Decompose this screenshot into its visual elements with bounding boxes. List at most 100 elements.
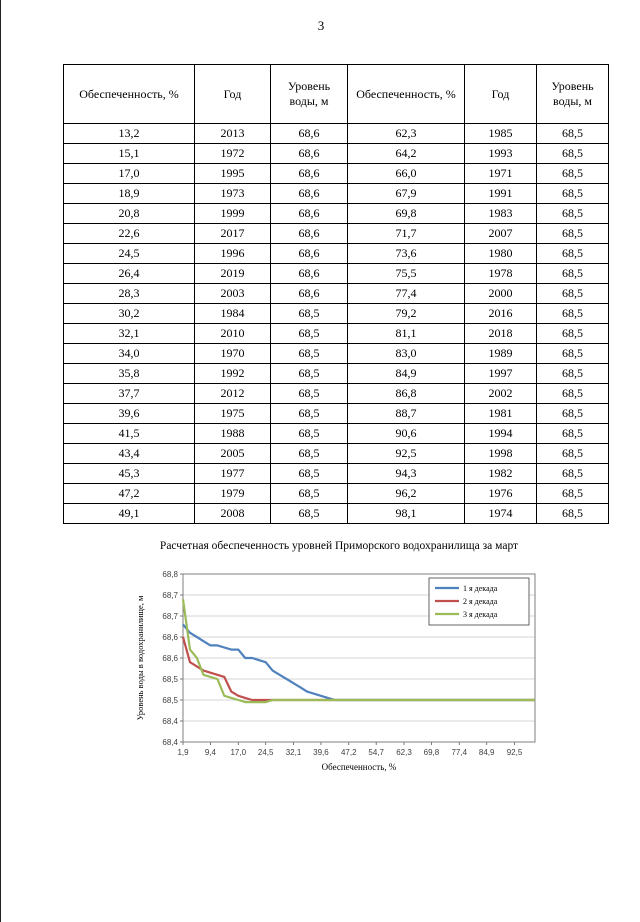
table-cell: 68,5 bbox=[536, 283, 609, 304]
table-row: 41,5 1988 68,5 90,6 1994 68,5 bbox=[63, 423, 609, 444]
table-cell: 68,6 bbox=[270, 123, 348, 144]
table-cell: 67,9 bbox=[347, 183, 465, 204]
table-cell: 26,4 bbox=[63, 263, 195, 284]
table-row: 17,0 1995 68,6 66,0 1971 68,5 bbox=[63, 163, 609, 184]
column-header: Год bbox=[194, 64, 271, 124]
table-cell: 2008 bbox=[194, 503, 271, 524]
table-cell: 68,5 bbox=[536, 443, 609, 464]
y-tick-label: 68,7 bbox=[162, 591, 178, 600]
table-cell: 68,5 bbox=[536, 343, 609, 364]
y-axis-label: Уровень воды в водохранилище, м bbox=[135, 595, 145, 720]
table-cell: 83,0 bbox=[347, 343, 465, 364]
table-cell: 1994 bbox=[464, 423, 537, 444]
table-cell: 68,5 bbox=[536, 123, 609, 144]
table-cell: 18,9 bbox=[63, 183, 195, 204]
table-cell: 81,1 bbox=[347, 323, 465, 344]
y-tick-label: 68,4 bbox=[162, 738, 178, 747]
table-row: 22,6 2017 68,6 71,7 2007 68,5 bbox=[63, 223, 609, 244]
table-cell: 66,0 bbox=[347, 163, 465, 184]
x-tick-label: 54,7 bbox=[368, 748, 384, 757]
table-cell: 71,7 bbox=[347, 223, 465, 244]
table-cell: 77,4 bbox=[347, 283, 465, 304]
table-cell: 92,5 bbox=[347, 443, 465, 464]
table-cell: 1991 bbox=[464, 183, 537, 204]
table-cell: 68,5 bbox=[536, 423, 609, 444]
table-cell: 2003 bbox=[194, 283, 271, 304]
table-cell: 68,5 bbox=[536, 383, 609, 404]
table-cell: 39,6 bbox=[63, 403, 195, 424]
table-row: 49,1 2008 68,5 98,1 1974 68,5 bbox=[63, 503, 609, 524]
x-tick-label: 84,9 bbox=[479, 748, 495, 757]
table-cell: 68,6 bbox=[270, 163, 348, 184]
x-tick-label: 62,3 bbox=[396, 748, 412, 757]
table-row: 45,3 1977 68,5 94,3 1982 68,5 bbox=[63, 463, 609, 484]
table-row: 15,1 1972 68,6 64,2 1993 68,5 bbox=[63, 143, 609, 164]
table-cell: 68,5 bbox=[270, 383, 348, 404]
table-cell: 1992 bbox=[194, 363, 271, 384]
y-tick-label: 68,4 bbox=[162, 717, 178, 726]
table-cell: 2010 bbox=[194, 323, 271, 344]
table-cell: 43,4 bbox=[63, 443, 195, 464]
table-header-row: Обеспеченность, % Год Уровень воды, м Обесп… bbox=[63, 64, 609, 124]
table-cell: 68,6 bbox=[270, 143, 348, 164]
table-cell: 22,6 bbox=[63, 223, 195, 244]
table-cell: 1980 bbox=[464, 243, 537, 264]
table-cell: 68,5 bbox=[536, 483, 609, 504]
table-cell: 62,3 bbox=[347, 123, 465, 144]
table-cell: 2005 bbox=[194, 443, 271, 464]
chart-title: Расчетная обеспеченность уровней Приморс… bbox=[159, 540, 519, 552]
table-row: 32,1 2010 68,5 81,1 2018 68,5 bbox=[63, 323, 609, 344]
table-cell: 1998 bbox=[464, 443, 537, 464]
table-cell: 1973 bbox=[194, 183, 271, 204]
y-tick-label: 68,6 bbox=[162, 633, 178, 642]
table-cell: 1985 bbox=[464, 123, 537, 144]
table-cell: 1988 bbox=[194, 423, 271, 444]
table-cell: 68,6 bbox=[270, 243, 348, 264]
table-cell: 68,5 bbox=[536, 183, 609, 204]
table-row: 24,5 1996 68,6 73,6 1980 68,5 bbox=[63, 243, 609, 264]
table-cell: 1997 bbox=[464, 363, 537, 384]
table-cell: 68,5 bbox=[536, 223, 609, 244]
table-cell: 1989 bbox=[464, 343, 537, 364]
table-cell: 20,8 bbox=[63, 203, 195, 224]
table-cell: 1983 bbox=[464, 203, 537, 224]
table-cell: 68,6 bbox=[270, 263, 348, 284]
line-chart: 68,4 68,4 68,5 68,5 68,6 68,6 68,7 68,7 68,8 1,9 9… bbox=[135, 570, 536, 772]
table-cell: 17,0 bbox=[63, 163, 195, 184]
table-cell: 35,8 bbox=[63, 363, 195, 384]
table-cell: 37,7 bbox=[63, 383, 195, 404]
table-cell: 47,2 bbox=[63, 483, 195, 504]
page-number: 3 bbox=[317, 18, 325, 33]
table-cell: 68,5 bbox=[536, 303, 609, 324]
table-cell: 2000 bbox=[464, 283, 537, 304]
table-row: 18,9 1973 68,6 67,9 1991 68,5 bbox=[63, 183, 609, 204]
legend-label: 1 я декада bbox=[463, 584, 498, 593]
table-cell: 73,6 bbox=[347, 243, 465, 264]
table-cell: 1970 bbox=[194, 343, 271, 364]
x-tick-label: 92,5 bbox=[507, 748, 523, 757]
plot-border bbox=[182, 573, 536, 743]
column-header: Обеспеченность, % bbox=[63, 64, 195, 124]
table-cell: 1972 bbox=[194, 143, 271, 164]
x-tick-label: 47,2 bbox=[341, 748, 357, 757]
table-cell: 68,5 bbox=[270, 503, 348, 524]
table-cell: 28,3 bbox=[63, 283, 195, 304]
table-cell: 32,1 bbox=[63, 323, 195, 344]
x-axis-label: Обеспеченность, % bbox=[322, 762, 397, 772]
table-cell: 1996 bbox=[194, 243, 271, 264]
data-table: Обеспеченность, % Год Уровень воды, м Обесп… bbox=[63, 64, 609, 524]
table-cell: 2018 bbox=[464, 323, 537, 344]
table-cell: 2019 bbox=[194, 263, 271, 284]
table-cell: 1995 bbox=[194, 163, 271, 184]
column-header: Обеспеченность, % bbox=[347, 64, 465, 124]
table-cell: 96,2 bbox=[347, 483, 465, 504]
table-row: 30,2 1984 68,5 79,2 2016 68,5 bbox=[63, 303, 609, 324]
table-row: 34,0 1970 68,5 83,0 1989 68,5 bbox=[63, 343, 609, 364]
table-cell: 1981 bbox=[464, 403, 537, 424]
table-cell: 68,5 bbox=[270, 303, 348, 324]
table-cell: 68,5 bbox=[270, 443, 348, 464]
x-tick-label: 39,6 bbox=[313, 748, 329, 757]
table-cell: 79,2 bbox=[347, 303, 465, 324]
y-tick-label: 68,7 bbox=[162, 612, 178, 621]
table-cell: 68,5 bbox=[536, 323, 609, 344]
